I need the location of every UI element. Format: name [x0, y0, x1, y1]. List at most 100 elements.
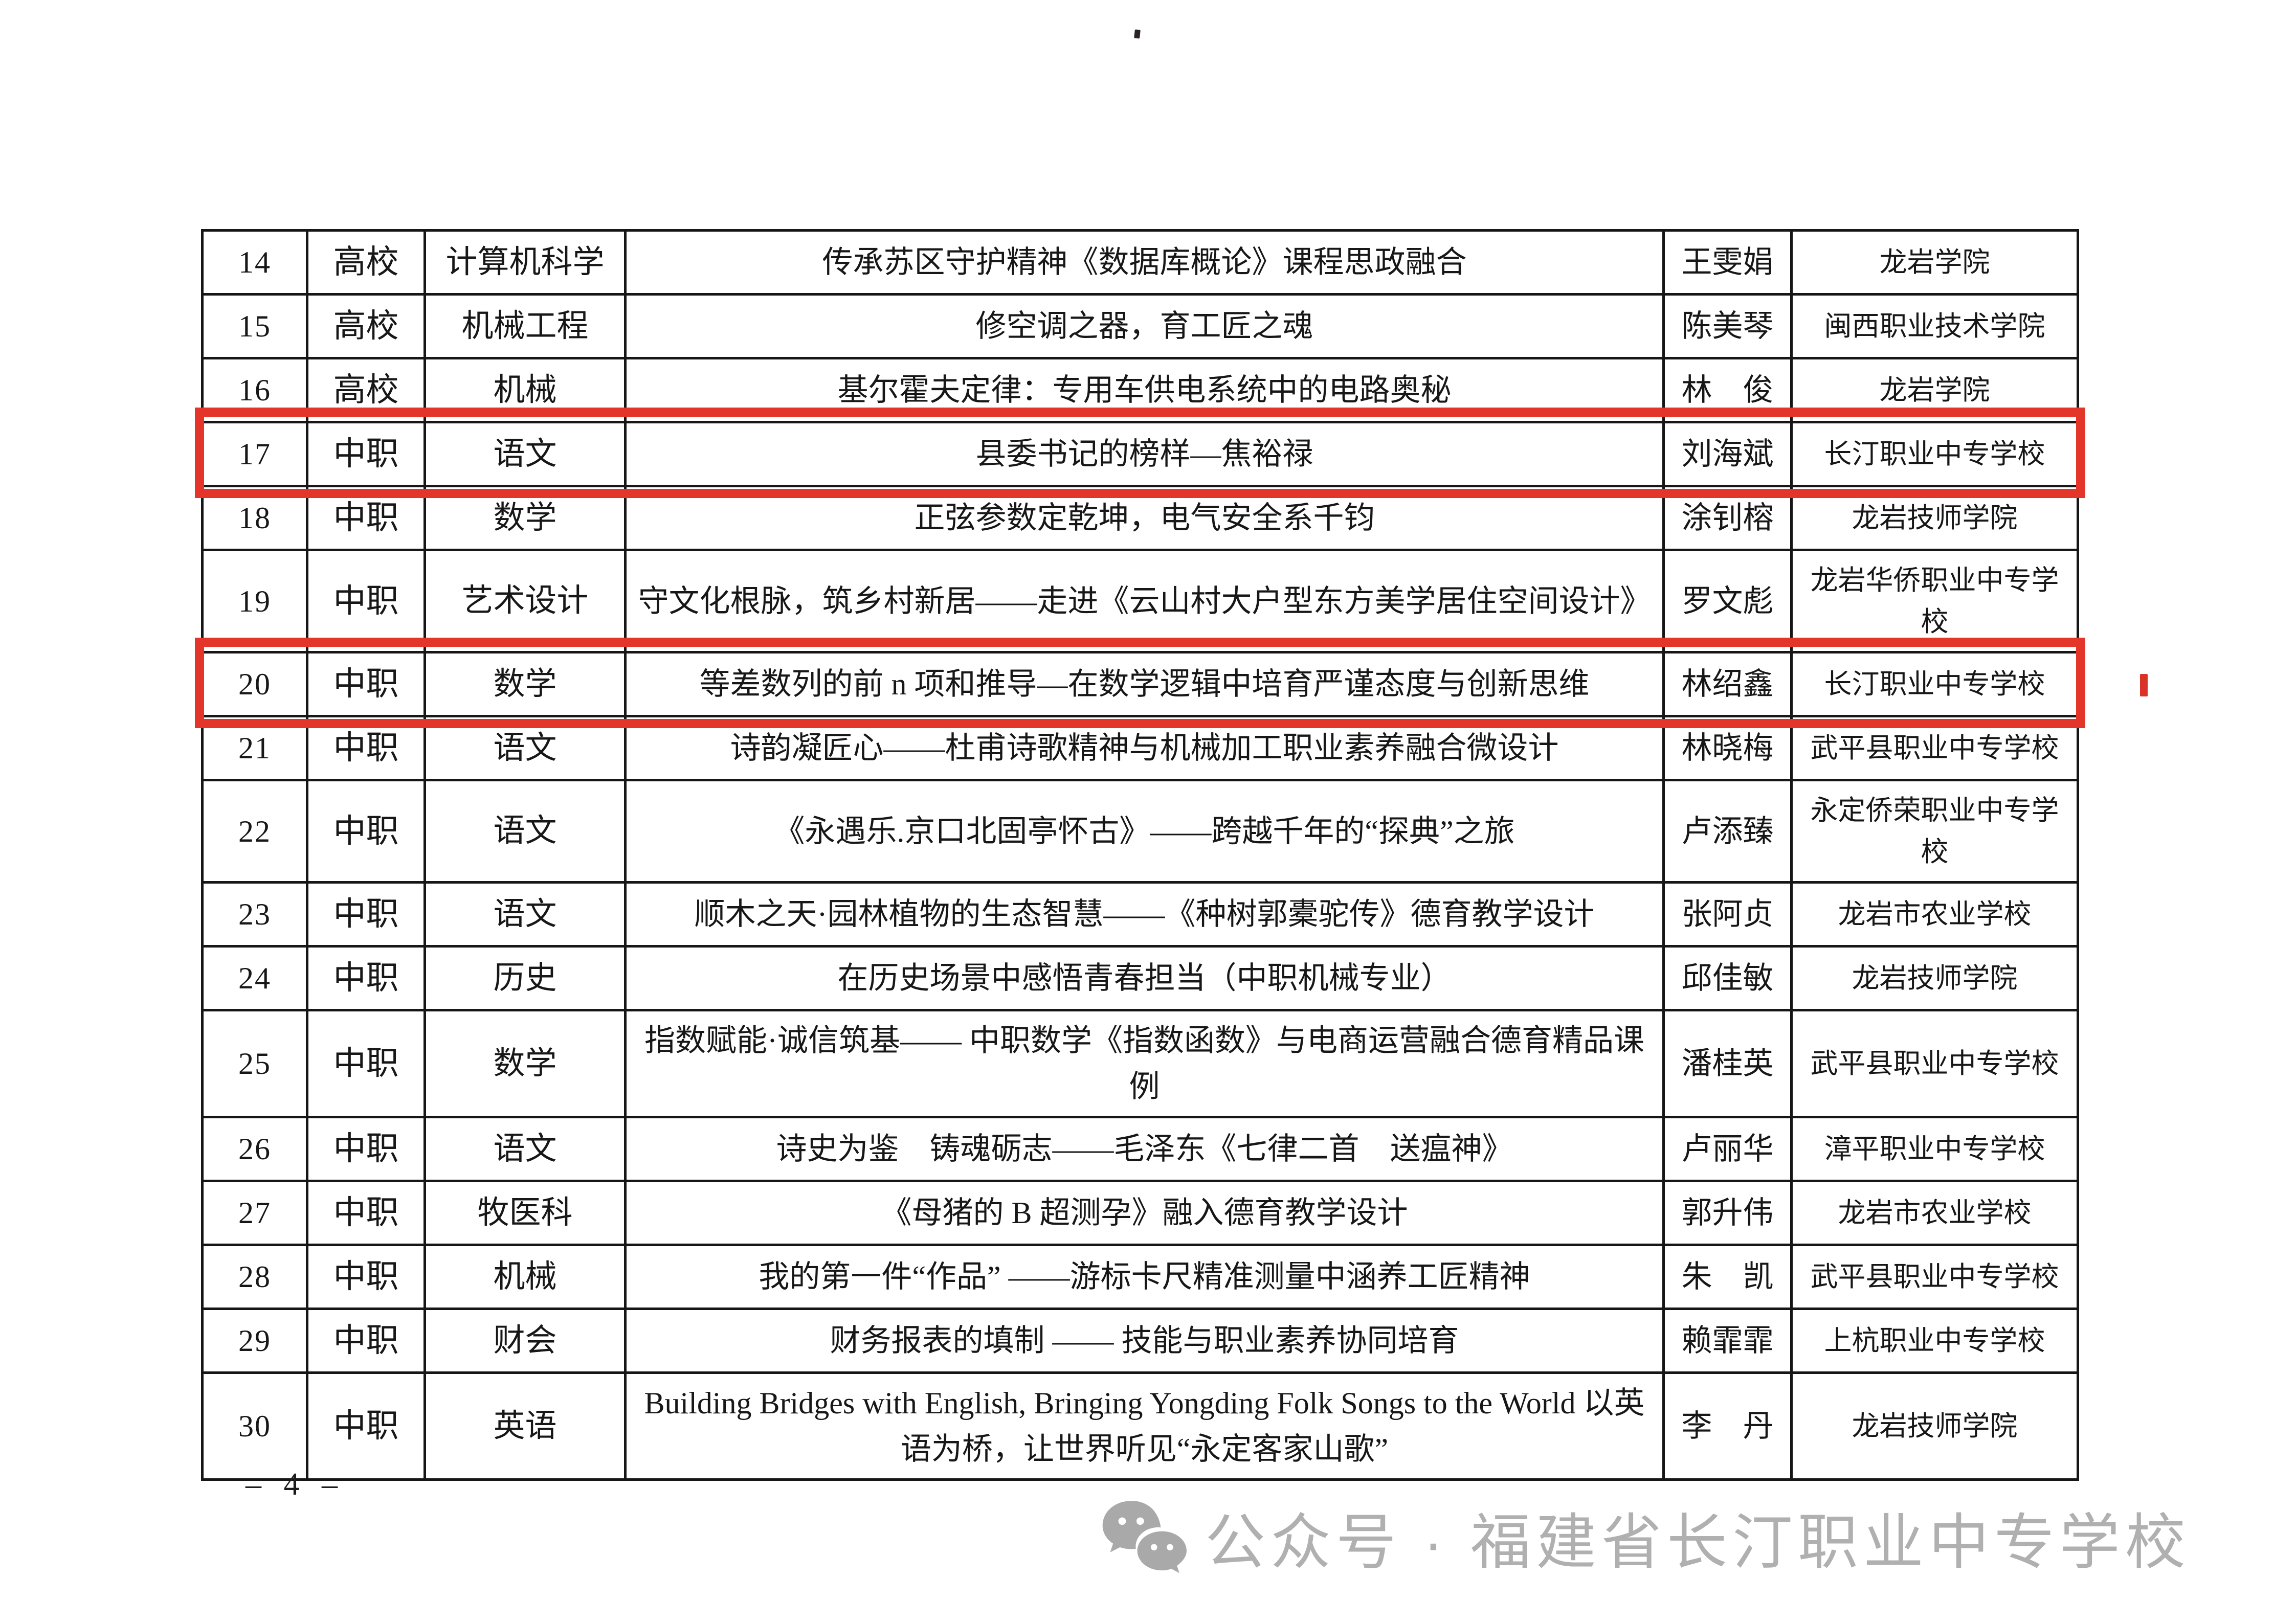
cell-school: 龙岩技师学院	[1790, 1371, 2079, 1481]
cell-title: 正弦参数定乾坤，电气安全系千钧	[624, 485, 1665, 551]
cell-name: 罗文彪	[1662, 549, 1793, 653]
cell-no: 20	[201, 651, 308, 717]
table-row: 21 中职 语文 诗韵凝匠心——杜甫诗歌精神与机械加工职业素养融合微设计 林晓梅 武平县职…	[201, 715, 2079, 781]
cell-school: 龙岩技师学院	[1790, 485, 2079, 551]
cell-category: 中职	[306, 1308, 426, 1374]
cell-name: 刘海斌	[1662, 421, 1793, 487]
cell-title: 顺木之天·园林植物的生态智慧——《种树郭橐驼传》德育教学设计	[624, 881, 1665, 948]
cell-school: 龙岩技师学院	[1790, 945, 2079, 1011]
table-row: 24 中职 历史 在历史场景中感悟青春担当（中职机械专业） 邱佳敏 龙岩技师学院	[201, 945, 2079, 1011]
table-row: 25 中职 数学 指数赋能·诚信筑基—— 中职数学《指数函数》与电商运营融合德育精品课…	[201, 1009, 2079, 1118]
cell-title: 我的第一件“作品” ——游标卡尺精准测量中涵养工匠精神	[624, 1244, 1665, 1310]
cell-name: 潘桂英	[1662, 1009, 1793, 1118]
table-row: 23 中职 语文 顺木之天·园林植物的生态智慧——《种树郭橐驼传》德育教学设计 张阿贞龙…	[201, 881, 2079, 948]
cell-name: 卢丽华	[1662, 1116, 1793, 1182]
cell-no: 27	[201, 1180, 308, 1246]
cell-name: 王雯娟	[1662, 229, 1793, 296]
cell-subject: 机械工程	[423, 293, 627, 359]
cell-title: 《母猪的 B 超测孕》融入德育教学设计	[624, 1180, 1665, 1246]
cell-school: 龙岩市农业学校	[1790, 1180, 2079, 1246]
cell-category: 中职	[306, 1244, 426, 1310]
cell-category: 中职	[306, 1009, 426, 1118]
cell-subject: 艺术设计	[423, 549, 627, 653]
cell-school: 武平县职业中专学校	[1790, 715, 2079, 781]
cell-no: 15	[201, 293, 308, 359]
cell-title: 诗史为鉴 铸魂砺志——毛泽东《七律二首 送瘟神》	[624, 1116, 1665, 1182]
wechat-icon	[1102, 1500, 1187, 1573]
cell-category: 中职	[306, 1116, 426, 1182]
cell-title: 传承苏区守护精神《数据库概论》课程思政融合	[624, 229, 1665, 296]
cell-name: 邱佳敏	[1662, 945, 1793, 1011]
cell-school: 长汀职业中专学校	[1790, 651, 2079, 717]
cell-subject: 数学	[423, 651, 627, 717]
table-row: 18 中职 数学 正弦参数定乾坤，电气安全系千钧 涂钊榕 龙岩技师学院	[201, 485, 2079, 551]
watermark: 公众号 · 福建省长汀职业中专学校	[1100, 1493, 2191, 1581]
cell-category: 高校	[306, 293, 426, 359]
cell-subject: 计算机科学	[423, 229, 627, 296]
cell-title: 《永遇乐.京口北固亭怀古》——跨越千年的“探典”之旅	[624, 779, 1665, 884]
cell-school: 武平县职业中专学校	[1790, 1009, 2079, 1118]
cell-subject: 机械	[423, 357, 627, 423]
cell-category: 中职	[306, 421, 426, 487]
cell-title: 县委书记的榜样—焦裕禄	[624, 421, 1665, 487]
cell-subject: 语文	[423, 779, 627, 884]
cell-category: 中职	[306, 485, 426, 551]
cell-category: 高校	[306, 229, 426, 296]
cell-name: 朱 凯	[1662, 1244, 1793, 1310]
cell-no: 29	[201, 1308, 308, 1374]
cell-category: 中职	[306, 779, 426, 884]
cell-title: 基尔霍夫定律：专用车供电系统中的电路奥秘	[624, 357, 1665, 423]
cell-subject: 牧医科	[423, 1180, 627, 1246]
cell-category: 中职	[306, 1180, 426, 1246]
cell-school: 龙岩华侨职业中专学校	[1790, 549, 2079, 653]
award-results-table: 14 高校 计算机科学 传承苏区守护精神《数据库概论》课程思政融合 王雯娟 龙岩学院 15 高…	[201, 229, 2079, 1481]
table-row: 29 中职 财会 财务报表的填制 —— 技能与职业素养协同培育 赖霏霏 上杭职业中专学校	[201, 1308, 2079, 1374]
cell-no: 17	[201, 421, 308, 487]
cell-name: 赖霏霏	[1662, 1308, 1793, 1374]
cell-title: 财务报表的填制 —— 技能与职业素养协同培育	[624, 1308, 1665, 1374]
cell-no: 26	[201, 1116, 308, 1182]
cell-subject: 英语	[423, 1371, 627, 1481]
cell-name: 陈美琴	[1662, 293, 1793, 359]
cell-no: 18	[201, 485, 308, 551]
cell-subject: 历史	[423, 945, 627, 1011]
cell-category: 中职	[306, 945, 426, 1011]
cell-subject: 语文	[423, 881, 627, 948]
cell-no: 16	[201, 357, 308, 423]
cell-no: 30	[201, 1371, 308, 1481]
cell-school: 龙岩学院	[1790, 229, 2079, 296]
cell-subject: 数学	[423, 485, 627, 551]
cell-title: 等差数列的前 n 项和推导—在数学逻辑中培育严谨态度与创新思维	[624, 651, 1665, 717]
table-row: 30 中职 英语 Building Bridges with English, Bri…	[201, 1371, 2079, 1481]
cell-category: 中职	[306, 1371, 426, 1481]
table-row: 14 高校 计算机科学 传承苏区守护精神《数据库概论》课程思政融合 王雯娟 龙岩学院	[201, 229, 2079, 296]
cell-name: 郭升伟	[1662, 1180, 1793, 1246]
cell-category: 中职	[306, 715, 426, 781]
cell-no: 22	[201, 779, 308, 884]
cell-title: 修空调之器，育工匠之魂	[624, 293, 1665, 359]
cell-school: 闽西职业技术学院	[1790, 293, 2079, 359]
cell-name: 林 俊	[1662, 357, 1793, 423]
red-tick-mark	[2140, 674, 2148, 696]
cell-name: 张阿贞	[1662, 881, 1793, 948]
cell-category: 高校	[306, 357, 426, 423]
table-row: 16 高校 机械 基尔霍夫定律：专用车供电系统中的电路奥秘林 俊龙岩学院	[201, 357, 2079, 423]
table-row: 27 中职 牧医科 《母猪的 B 超测孕》融入德育教学设计 郭升伟 龙岩市农业学校	[201, 1180, 2079, 1246]
cell-no: 28	[201, 1244, 308, 1310]
table-body: 14 高校 计算机科学 传承苏区守护精神《数据库概论》课程思政融合 王雯娟 龙岩学院 15 高…	[201, 229, 2079, 1481]
table-row: 19 中职 艺术设计 守文化根脉，筑乡村新居——走进《云山村大户型东方美学居住空间设计…	[201, 549, 2079, 653]
cell-subject: 财会	[423, 1308, 627, 1374]
cell-subject: 机械	[423, 1244, 627, 1310]
table-row: 22 中职 语文 《永遇乐.京口北固亭怀古》——跨越千年的“探典”之旅 卢添臻 永定侨荣职…	[201, 779, 2079, 884]
table-row: 17 中职 语文 县委书记的榜样—焦裕禄 刘海斌 长汀职业中专学校	[201, 421, 2079, 487]
cell-name: 涂钊榕	[1662, 485, 1793, 551]
cell-title: 在历史场景中感悟青春担当（中职机械专业）	[624, 945, 1665, 1011]
cell-no: 21	[201, 715, 308, 781]
cell-title: 指数赋能·诚信筑基—— 中职数学《指数函数》与电商运营融合德育精品课例	[624, 1009, 1665, 1118]
page-number: – 4 –	[246, 1467, 345, 1502]
cell-no: 14	[201, 229, 308, 296]
cell-school: 龙岩学院	[1790, 357, 2079, 423]
cell-school: 永定侨荣职业中专学校	[1790, 779, 2079, 884]
table-row: 15 高校 机械工程 修空调之器，育工匠之魂 陈美琴 闽西职业技术学院	[201, 293, 2079, 359]
cell-subject: 语文	[423, 421, 627, 487]
